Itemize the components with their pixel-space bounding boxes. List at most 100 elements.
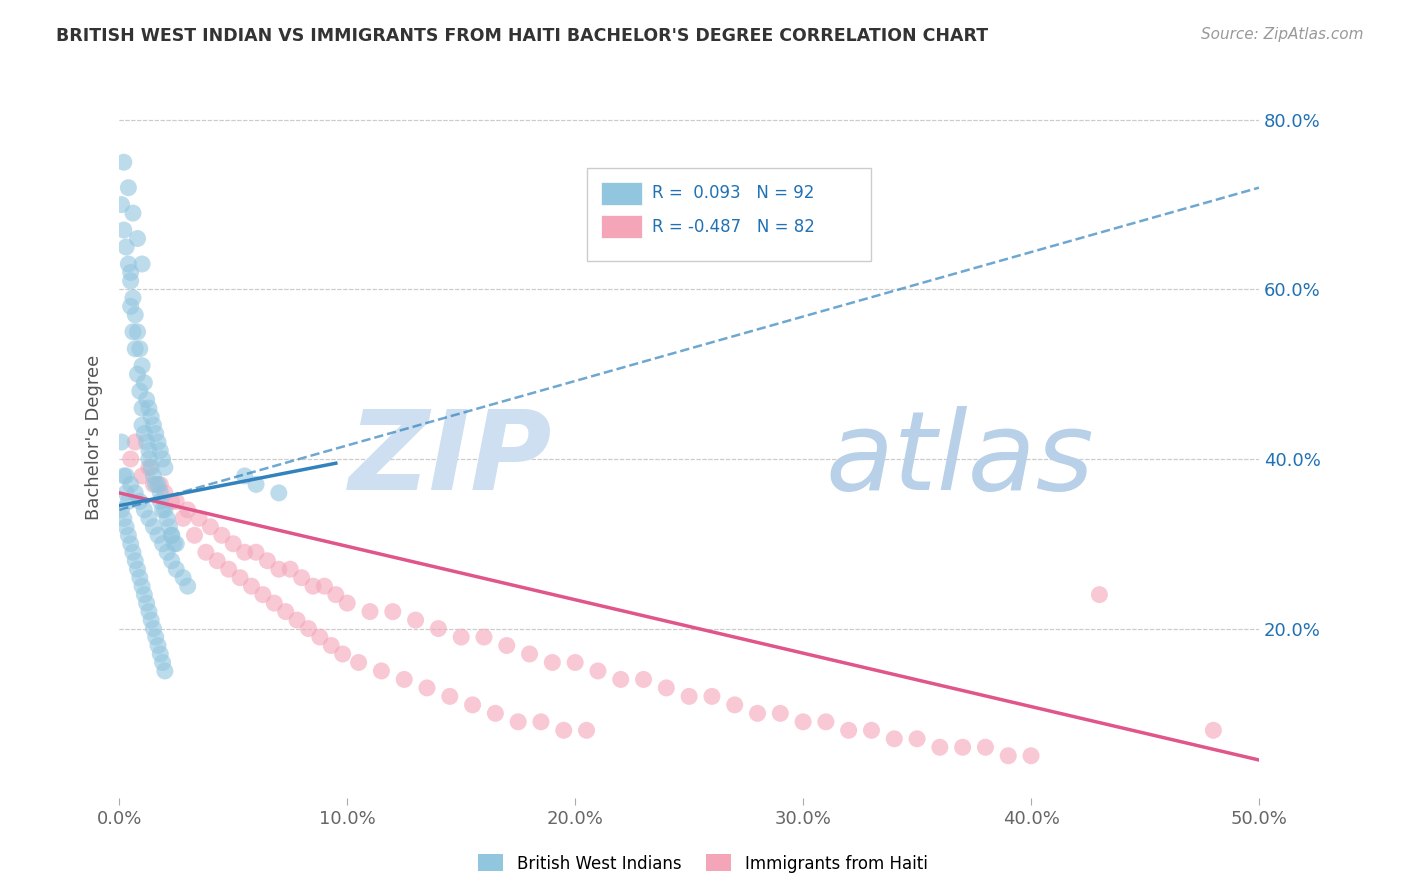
Point	[142, 469, 165, 483]
Point	[122, 325, 145, 339]
Point	[124, 486, 146, 500]
Point	[110, 503, 132, 517]
Point	[131, 401, 153, 416]
Point	[256, 554, 278, 568]
Point	[138, 605, 160, 619]
Point	[127, 325, 149, 339]
Y-axis label: Bachelor's Degree: Bachelor's Degree	[86, 355, 103, 520]
Point	[127, 231, 149, 245]
Point	[321, 639, 343, 653]
Point	[135, 596, 157, 610]
Point	[149, 494, 172, 508]
Point	[117, 180, 139, 194]
Text: Source: ZipAtlas.com: Source: ZipAtlas.com	[1201, 27, 1364, 42]
FancyBboxPatch shape	[602, 182, 643, 205]
Point	[165, 494, 187, 508]
Point	[127, 562, 149, 576]
Point	[138, 443, 160, 458]
Point	[325, 588, 347, 602]
Point	[229, 571, 252, 585]
Point	[381, 605, 404, 619]
Point	[146, 639, 169, 653]
Point	[153, 664, 176, 678]
Point	[145, 426, 167, 441]
Point	[142, 622, 165, 636]
FancyBboxPatch shape	[602, 215, 643, 238]
Point	[252, 588, 274, 602]
Point	[997, 748, 1019, 763]
Point	[110, 435, 132, 450]
Point	[131, 359, 153, 373]
Point	[267, 562, 290, 576]
Point	[128, 342, 150, 356]
Point	[120, 274, 142, 288]
Point	[146, 477, 169, 491]
Point	[120, 299, 142, 313]
Point	[609, 673, 631, 687]
Point	[392, 673, 415, 687]
Point	[122, 291, 145, 305]
Point	[439, 690, 461, 704]
Point	[124, 554, 146, 568]
Point	[553, 723, 575, 738]
Point	[115, 520, 138, 534]
Point	[149, 647, 172, 661]
Point	[172, 511, 194, 525]
Point	[152, 503, 174, 517]
Point	[218, 562, 240, 576]
Point	[274, 605, 297, 619]
Point	[135, 435, 157, 450]
Point	[127, 368, 149, 382]
Text: ZIP: ZIP	[349, 406, 553, 513]
Point	[120, 477, 142, 491]
Legend: British West Indians, Immigrants from Haiti: British West Indians, Immigrants from Ha…	[472, 847, 934, 880]
Point	[124, 342, 146, 356]
Point	[586, 664, 609, 678]
Point	[145, 477, 167, 491]
Point	[222, 537, 245, 551]
Text: R =  0.093   N = 92: R = 0.093 N = 92	[651, 185, 814, 202]
Point	[297, 622, 319, 636]
Point	[724, 698, 747, 712]
Point	[145, 630, 167, 644]
Point	[461, 698, 484, 712]
Point	[153, 460, 176, 475]
Point	[156, 545, 179, 559]
Point	[314, 579, 336, 593]
Point	[769, 706, 792, 721]
Point	[359, 605, 381, 619]
Point	[152, 452, 174, 467]
Point	[128, 384, 150, 399]
Point	[163, 537, 186, 551]
Point	[245, 545, 267, 559]
Point	[120, 265, 142, 279]
Point	[655, 681, 678, 695]
Point	[233, 545, 256, 559]
Point	[200, 520, 222, 534]
Point	[117, 257, 139, 271]
Point	[347, 656, 370, 670]
Point	[792, 714, 814, 729]
Point	[838, 723, 860, 738]
Point	[974, 740, 997, 755]
Point	[112, 469, 135, 483]
Point	[194, 545, 217, 559]
Point	[128, 571, 150, 585]
Point	[211, 528, 233, 542]
Point	[952, 740, 974, 755]
Point	[115, 240, 138, 254]
Point	[575, 723, 598, 738]
Point	[678, 690, 700, 704]
Point	[138, 511, 160, 525]
Point	[427, 622, 450, 636]
Point	[530, 714, 553, 729]
Point	[633, 673, 655, 687]
Point	[156, 511, 179, 525]
Point	[165, 562, 187, 576]
Point	[138, 401, 160, 416]
Point	[883, 731, 905, 746]
Point	[122, 206, 145, 220]
Point	[336, 596, 359, 610]
Point	[141, 613, 163, 627]
Point	[176, 503, 198, 517]
